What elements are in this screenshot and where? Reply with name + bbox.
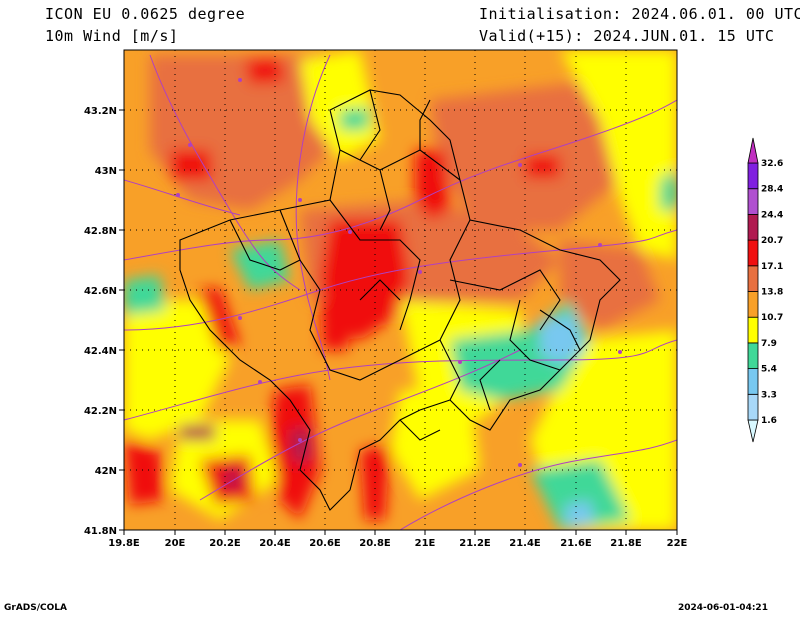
wind-field xyxy=(124,50,677,530)
model-title: ICON EU 0.0625 degree xyxy=(45,5,246,23)
colorbar-box xyxy=(747,393,759,421)
colorbar-bottom-triangle xyxy=(747,419,759,443)
colorbar: 1.6 3.3 5.4 7.9 10.7 13.8 17.1 20.7 24.4 28.4 32.6 xyxy=(747,137,783,443)
streamline-arrows xyxy=(176,78,622,467)
lat-tick: 42.6N xyxy=(84,286,117,297)
lat-tick: 42.8N xyxy=(84,226,117,237)
colorbar-level-label: 28.4 xyxy=(761,185,783,195)
lat-tick: 43.2N xyxy=(84,106,117,117)
lat-tick: 42.4N xyxy=(84,346,117,357)
axis-ticks xyxy=(119,109,678,535)
colorbar-level-label: 3.3 xyxy=(761,390,777,400)
lon-tick: 21E xyxy=(415,538,436,549)
colorbar-level-label: 1.6 xyxy=(761,416,777,426)
timestamp-label: 2024-06-01-04:21 xyxy=(678,603,768,613)
colorbar-level-label: 20.7 xyxy=(761,236,783,246)
colorbar-level-label: 5.4 xyxy=(761,365,777,375)
variable-title: 10m Wind [m/s] xyxy=(45,27,179,45)
colorbar-level-label: 24.4 xyxy=(761,210,783,220)
lon-tick: 20E xyxy=(165,538,186,549)
lon-tick: 22E xyxy=(667,538,688,549)
colorbar-top-triangle xyxy=(747,137,759,164)
colorbar-level-label: 32.6 xyxy=(761,159,783,169)
lat-tick: 41.8N xyxy=(84,526,117,537)
init-time: Initialisation: 2024.06.01. 00 UTC xyxy=(479,5,800,23)
colorbar-level-label: 10.7 xyxy=(761,313,783,323)
colorbar-box xyxy=(747,316,759,344)
colorbar-box xyxy=(747,188,759,215)
colorbar-box xyxy=(747,368,759,395)
admin-borders xyxy=(179,89,621,511)
lon-tick: 20.4E xyxy=(259,538,291,549)
wind-streamlines xyxy=(124,54,677,530)
lon-tick: 20.8E xyxy=(359,538,391,549)
valid-time: Valid(+15): 2024.JUN.01. 15 UTC xyxy=(479,27,775,45)
lon-tick: 19.8E xyxy=(108,538,140,549)
colorbar-box xyxy=(747,162,759,190)
colorbar-box xyxy=(747,265,759,292)
colorbar-level-label: 7.9 xyxy=(761,339,777,349)
lon-labels: 19.8E 20E 20.2E 20.4E 20.6E 20.8E 21E 21… xyxy=(108,538,687,549)
lon-tick: 21.2E xyxy=(459,538,491,549)
lon-tick: 21.4E xyxy=(509,538,541,549)
lon-tick: 20.2E xyxy=(209,538,241,549)
colorbar-level-label: 17.1 xyxy=(761,262,783,272)
lat-tick: 42.2N xyxy=(84,406,117,417)
colorbar-box xyxy=(747,239,759,267)
lat-tick: 43N xyxy=(95,166,117,177)
colorbar-box xyxy=(747,342,759,369)
credit-label: GrADS/COLA xyxy=(4,603,67,613)
colorbar-box xyxy=(747,291,759,318)
lon-tick: 20.6E xyxy=(309,538,341,549)
lon-tick: 21.8E xyxy=(610,538,642,549)
lat-labels: 41.8N 42N 42.2N 42.4N 42.6N 42.8N 43N 43… xyxy=(84,106,117,537)
lat-lon-grid xyxy=(124,50,677,530)
lat-tick: 42N xyxy=(95,466,117,477)
colorbar-level-label: 13.8 xyxy=(761,288,783,298)
lon-tick: 21.6E xyxy=(560,538,592,549)
colorbar-box xyxy=(747,213,759,241)
